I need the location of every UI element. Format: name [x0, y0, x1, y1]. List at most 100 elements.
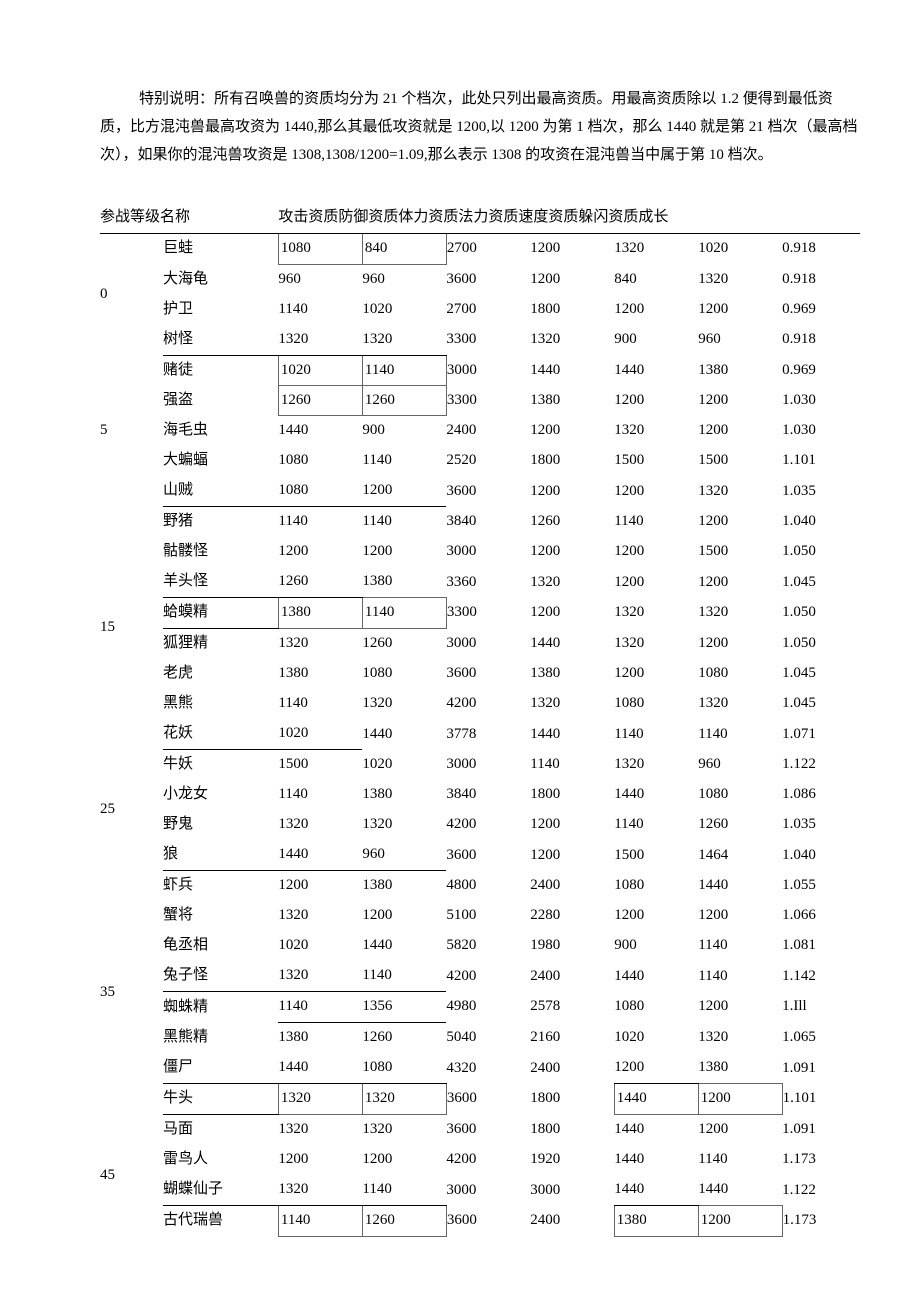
value-cell: 1200	[614, 901, 698, 931]
value-cell: 840	[362, 234, 446, 265]
name-cell: 龟丞相	[163, 931, 278, 961]
value-cell: 1140	[278, 1206, 362, 1237]
value-cell: 1440	[614, 1084, 698, 1115]
table-row: 山贼1080120036001200120013201.035	[100, 476, 860, 507]
value-cell: 1320	[530, 325, 614, 356]
value-cell: 1.066	[782, 901, 860, 931]
value-cell: 1200	[698, 567, 782, 598]
table-row: 雷鸟人1200120042001920144011401.173	[100, 1145, 860, 1175]
value-cell: 2520	[446, 446, 530, 476]
value-cell: 1320	[698, 264, 782, 295]
value-cell: 1.122	[782, 1175, 860, 1206]
table-row: 花妖1020144037781440114011401.071	[100, 719, 860, 750]
level-cell: 25	[100, 750, 163, 871]
name-cell: 赌徒	[163, 355, 278, 386]
table-row: 树怪13201320330013209009600.918	[100, 325, 860, 356]
value-cell: 1320	[362, 1115, 446, 1146]
value-cell: 1380	[698, 1053, 782, 1084]
value-cell: 1260	[362, 1023, 446, 1054]
name-cell: 树怪	[163, 325, 278, 356]
value-cell: 4320	[446, 1053, 530, 1084]
table-row: 古代瑞兽1140126036002400138012001.173	[100, 1206, 860, 1237]
value-cell: 0.969	[782, 355, 860, 386]
value-cell: 1200	[530, 476, 614, 507]
table-row: 兔子怪1320114042002400144011401.142	[100, 961, 860, 992]
value-cell: 1500	[614, 840, 698, 871]
value-cell: 1200	[614, 1053, 698, 1084]
table-row: 15野猪1140114038401260114012001.040	[100, 507, 860, 538]
name-cell: 大蝙蝠	[163, 446, 278, 476]
value-cell: 1200	[614, 537, 698, 567]
value-cell: 1.050	[782, 537, 860, 567]
value-cell: 1320	[278, 901, 362, 931]
value-cell: 1320	[698, 689, 782, 719]
name-cell: 黑熊精	[163, 1023, 278, 1054]
table-row: 大海龟9609603600120084013200.918	[100, 264, 860, 295]
value-cell: 1320	[278, 961, 362, 992]
value-cell: 1440	[278, 1053, 362, 1084]
name-cell: 雷鸟人	[163, 1145, 278, 1175]
value-cell: 1200	[614, 567, 698, 598]
value-cell: 1200	[530, 264, 614, 295]
value-cell: 3600	[446, 476, 530, 507]
value-cell: 3300	[446, 325, 530, 356]
name-cell: 古代瑞兽	[163, 1206, 278, 1237]
value-cell: 3600	[446, 840, 530, 871]
value-cell: 1020	[362, 750, 446, 781]
value-cell: 1380	[614, 1206, 698, 1237]
value-cell: 1320	[278, 1175, 362, 1206]
value-cell: 1440	[614, 780, 698, 810]
value-cell: 1.173	[782, 1145, 860, 1175]
value-cell: 1080	[362, 659, 446, 689]
value-cell: 1200	[698, 295, 782, 325]
value-cell: 1200	[530, 416, 614, 447]
value-cell: 3600	[446, 264, 530, 295]
name-cell: 牛妖	[163, 750, 278, 781]
value-cell: 1380	[362, 871, 446, 902]
level-cell: 15	[100, 507, 163, 750]
value-cell: 1140	[362, 507, 446, 538]
value-cell: 1260	[362, 1206, 446, 1237]
value-cell: 840	[614, 264, 698, 295]
value-cell: 1.045	[782, 659, 860, 689]
value-cell: 1380	[278, 1023, 362, 1054]
table-row: 黑熊1140132042001320108013201.045	[100, 689, 860, 719]
value-cell: 3840	[446, 507, 530, 538]
name-cell: 巨蛙	[163, 234, 278, 265]
value-cell: 1200	[698, 992, 782, 1023]
value-cell: 2160	[530, 1023, 614, 1054]
value-cell: 1260	[362, 386, 446, 416]
value-cell: 3600	[446, 1115, 530, 1146]
value-cell: 1140	[278, 507, 362, 538]
value-cell: 1440	[530, 719, 614, 750]
value-cell: 1080	[278, 476, 362, 507]
name-cell: 山贼	[163, 476, 278, 507]
value-cell: 1080	[614, 871, 698, 902]
value-cell: 1380	[278, 659, 362, 689]
value-cell: 0.918	[782, 264, 860, 295]
table-row: 野鬼1320132042001200114012601.035	[100, 810, 860, 840]
name-cell: 护卫	[163, 295, 278, 325]
value-cell: 1080	[614, 992, 698, 1023]
value-cell: 1080	[362, 1053, 446, 1084]
value-cell: 1200	[614, 386, 698, 416]
value-cell: 1440	[362, 931, 446, 961]
value-cell: 3000	[530, 1175, 614, 1206]
value-cell: 1320	[362, 325, 446, 356]
value-cell: 1464	[698, 840, 782, 871]
value-cell: 1800	[530, 1115, 614, 1146]
value-cell: 1200	[362, 537, 446, 567]
header-level-name: 参战等级名称	[100, 203, 278, 234]
value-cell: 3300	[446, 598, 530, 629]
value-cell: 1200	[698, 629, 782, 660]
value-cell: 1440	[278, 416, 362, 447]
value-cell: 900	[614, 931, 698, 961]
name-cell: 马面	[163, 1115, 278, 1146]
value-cell: 1200	[698, 1084, 782, 1115]
value-cell: 1320	[614, 750, 698, 781]
name-cell: 大海龟	[163, 264, 278, 295]
value-cell: 1020	[278, 931, 362, 961]
value-cell: 1200	[698, 901, 782, 931]
name-cell: 兔子怪	[163, 961, 278, 992]
value-cell: 3840	[446, 780, 530, 810]
